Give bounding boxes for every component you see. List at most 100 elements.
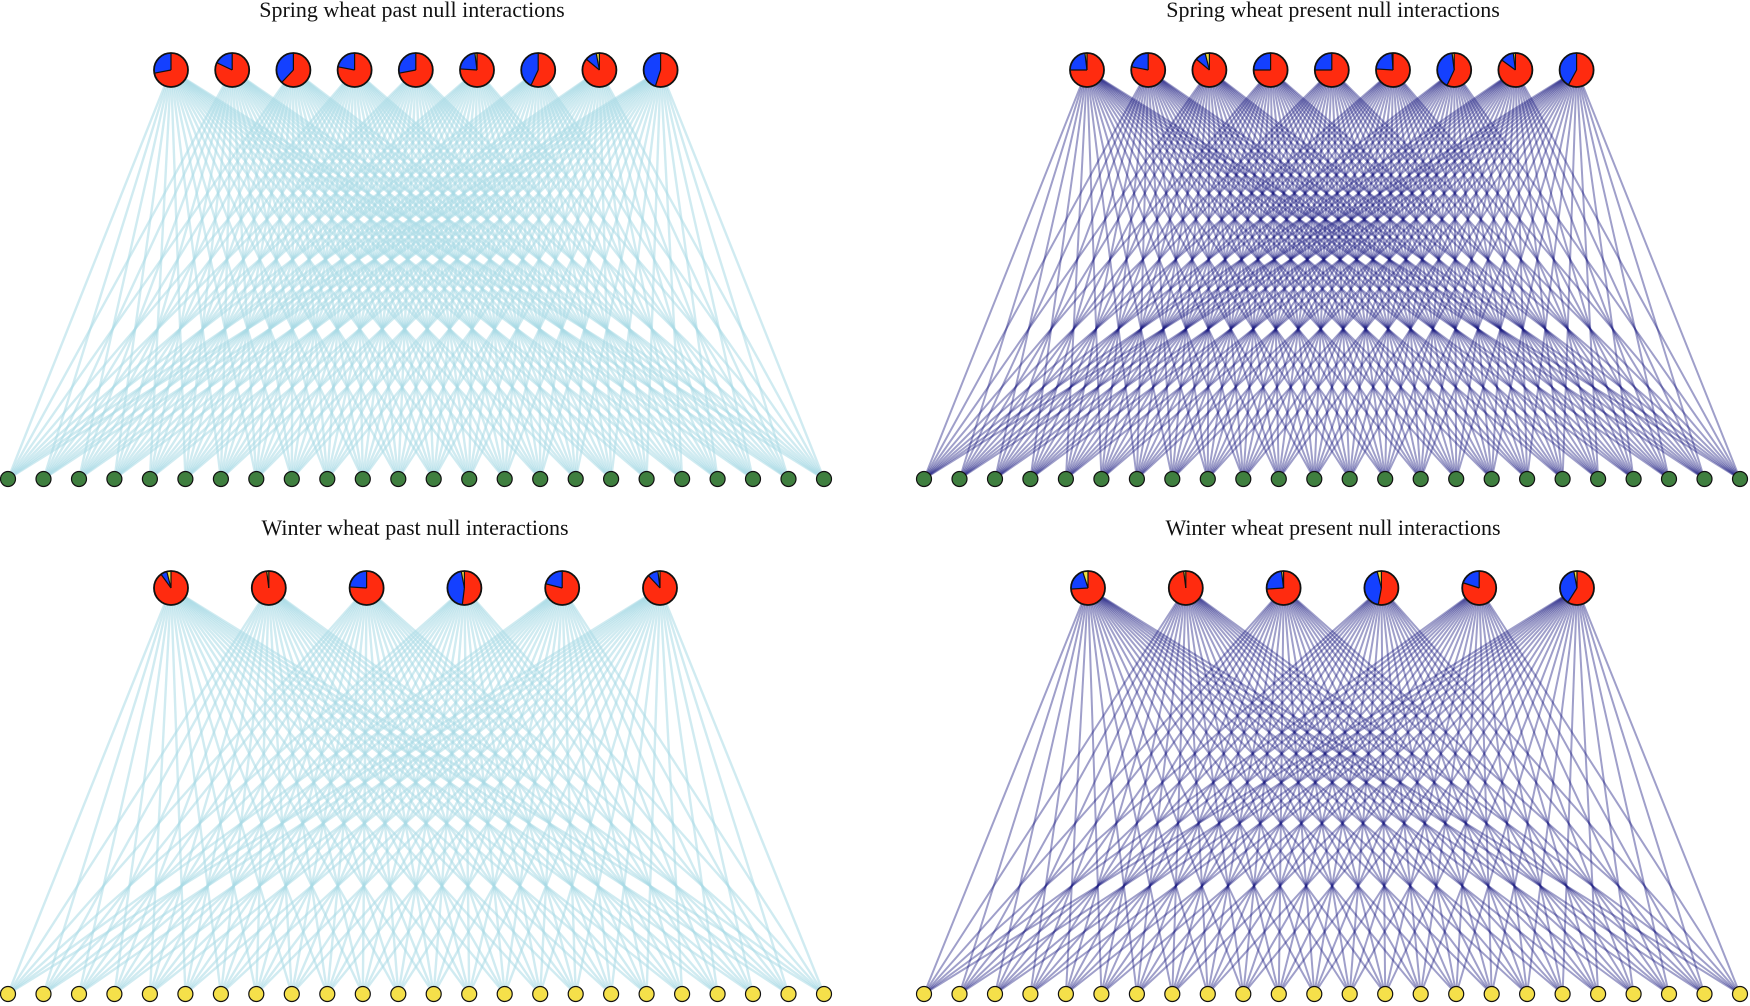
interaction-edge [1380,587,1529,995]
interaction-edge [1575,69,1600,480]
interaction-edge [1087,587,1387,995]
interaction-edge [169,587,293,995]
interaction-edge [923,69,1272,480]
interaction-edge [958,587,1383,995]
interaction-edge [1147,69,1457,480]
bottom-node [1448,470,1465,488]
interaction-edge [397,587,662,995]
interaction-edge [1065,587,1383,995]
interaction-edge [290,69,540,480]
interaction-edge [1136,587,1578,995]
interaction-edge [1453,69,1706,480]
interaction-edge [1087,587,1635,995]
pie-slice-blue [1364,571,1382,605]
pie-slice-blue [1376,53,1393,70]
interaction-edge [1330,69,1458,480]
interaction-edge [184,587,466,995]
top-node-pie [214,52,251,88]
bottom-node [1377,470,1394,488]
interaction-edge [923,69,1088,480]
interaction-edge [1313,69,1456,480]
interaction-edge [1392,69,1635,480]
interaction-edge [219,69,540,480]
panel-winter-wheat-past: Winter wheat past null interactions [0,515,833,1003]
interaction-edge [397,587,466,995]
interaction-edge [1330,69,1422,480]
interaction-edge [658,587,684,995]
interaction-edge [923,587,1480,995]
interaction-edge [1455,587,1481,995]
interaction-edge [1269,69,1706,480]
interaction-edge [1086,69,1422,480]
interaction-edge [1184,587,1351,995]
interaction-edge [1526,69,1578,480]
pie-separator [595,53,600,71]
pie-separator [1375,68,1394,71]
interaction-edge [1208,69,1670,480]
interaction-edge [326,69,540,480]
interaction-edge [1029,69,1211,480]
interaction-edge [1380,587,1422,995]
interaction-edge [1392,69,1529,480]
pie-slice-blue [1437,53,1455,86]
interaction-edge [1171,587,1578,995]
interaction-edge [1453,69,1458,480]
interaction-edge [1269,69,1493,480]
interaction-edge [1029,587,1285,995]
interaction-edge [1029,587,1089,995]
interaction-edge [1348,69,1394,480]
bottom-node [1625,985,1642,1003]
interaction-edge [1208,69,1351,480]
bottom-node [1696,985,1713,1003]
bottom-node [1483,470,1500,488]
bottom-nodes-winter-present [915,985,1749,1003]
interaction-edge [1029,587,1480,995]
pie-slice-blue [153,53,171,74]
bottom-node [602,470,620,488]
bottom-node [212,470,229,488]
interaction-edge [7,69,601,480]
bottom-node [532,470,549,488]
interaction-edge [503,587,662,995]
interaction-edge [1330,69,1493,480]
interaction-edge [1282,587,1564,995]
interaction-edge [1171,587,1383,995]
bottom-node [780,470,797,488]
interaction-edge [994,69,1578,480]
interaction-edge [1392,69,1458,480]
interaction-edge [1453,69,1600,480]
interaction-edge [255,69,540,480]
interaction-edge [923,587,1383,995]
bottom-node [1093,985,1110,1003]
interaction-edge [994,69,1517,480]
interaction-edge [1348,69,1517,480]
interaction-edge [1087,587,1138,995]
top-node-pie [275,52,312,88]
top-node-pie [153,52,189,88]
interaction-edge [1029,69,1394,480]
interaction-edge [1313,69,1333,480]
pie-separator [1567,69,1578,86]
interaction-edge [1514,69,1741,480]
interaction-edge [1064,587,1089,995]
interaction-edge [958,69,1088,480]
bottom-node [35,470,52,488]
interaction-edge [42,69,539,480]
pie-slice-red [1568,53,1594,87]
interaction-edge [1171,587,1480,995]
pie-slice-red [1378,571,1399,605]
interaction-edge [1029,587,1578,995]
bottom-node [1448,985,1465,1003]
bottom-node [1164,985,1181,1003]
interaction-edge [78,587,466,995]
interaction-edge [1086,69,1245,480]
interaction-edge [78,69,539,480]
interaction-edge [1086,69,1635,480]
bottom-node [986,470,1004,488]
panel-title-winter-past: Winter wheat past null interactions [261,515,568,540]
interaction-edge [365,587,435,995]
interaction-edge [1269,69,1599,480]
interaction-edge [1086,69,1209,480]
bottom-node [496,470,513,488]
interaction-edge [149,587,661,995]
